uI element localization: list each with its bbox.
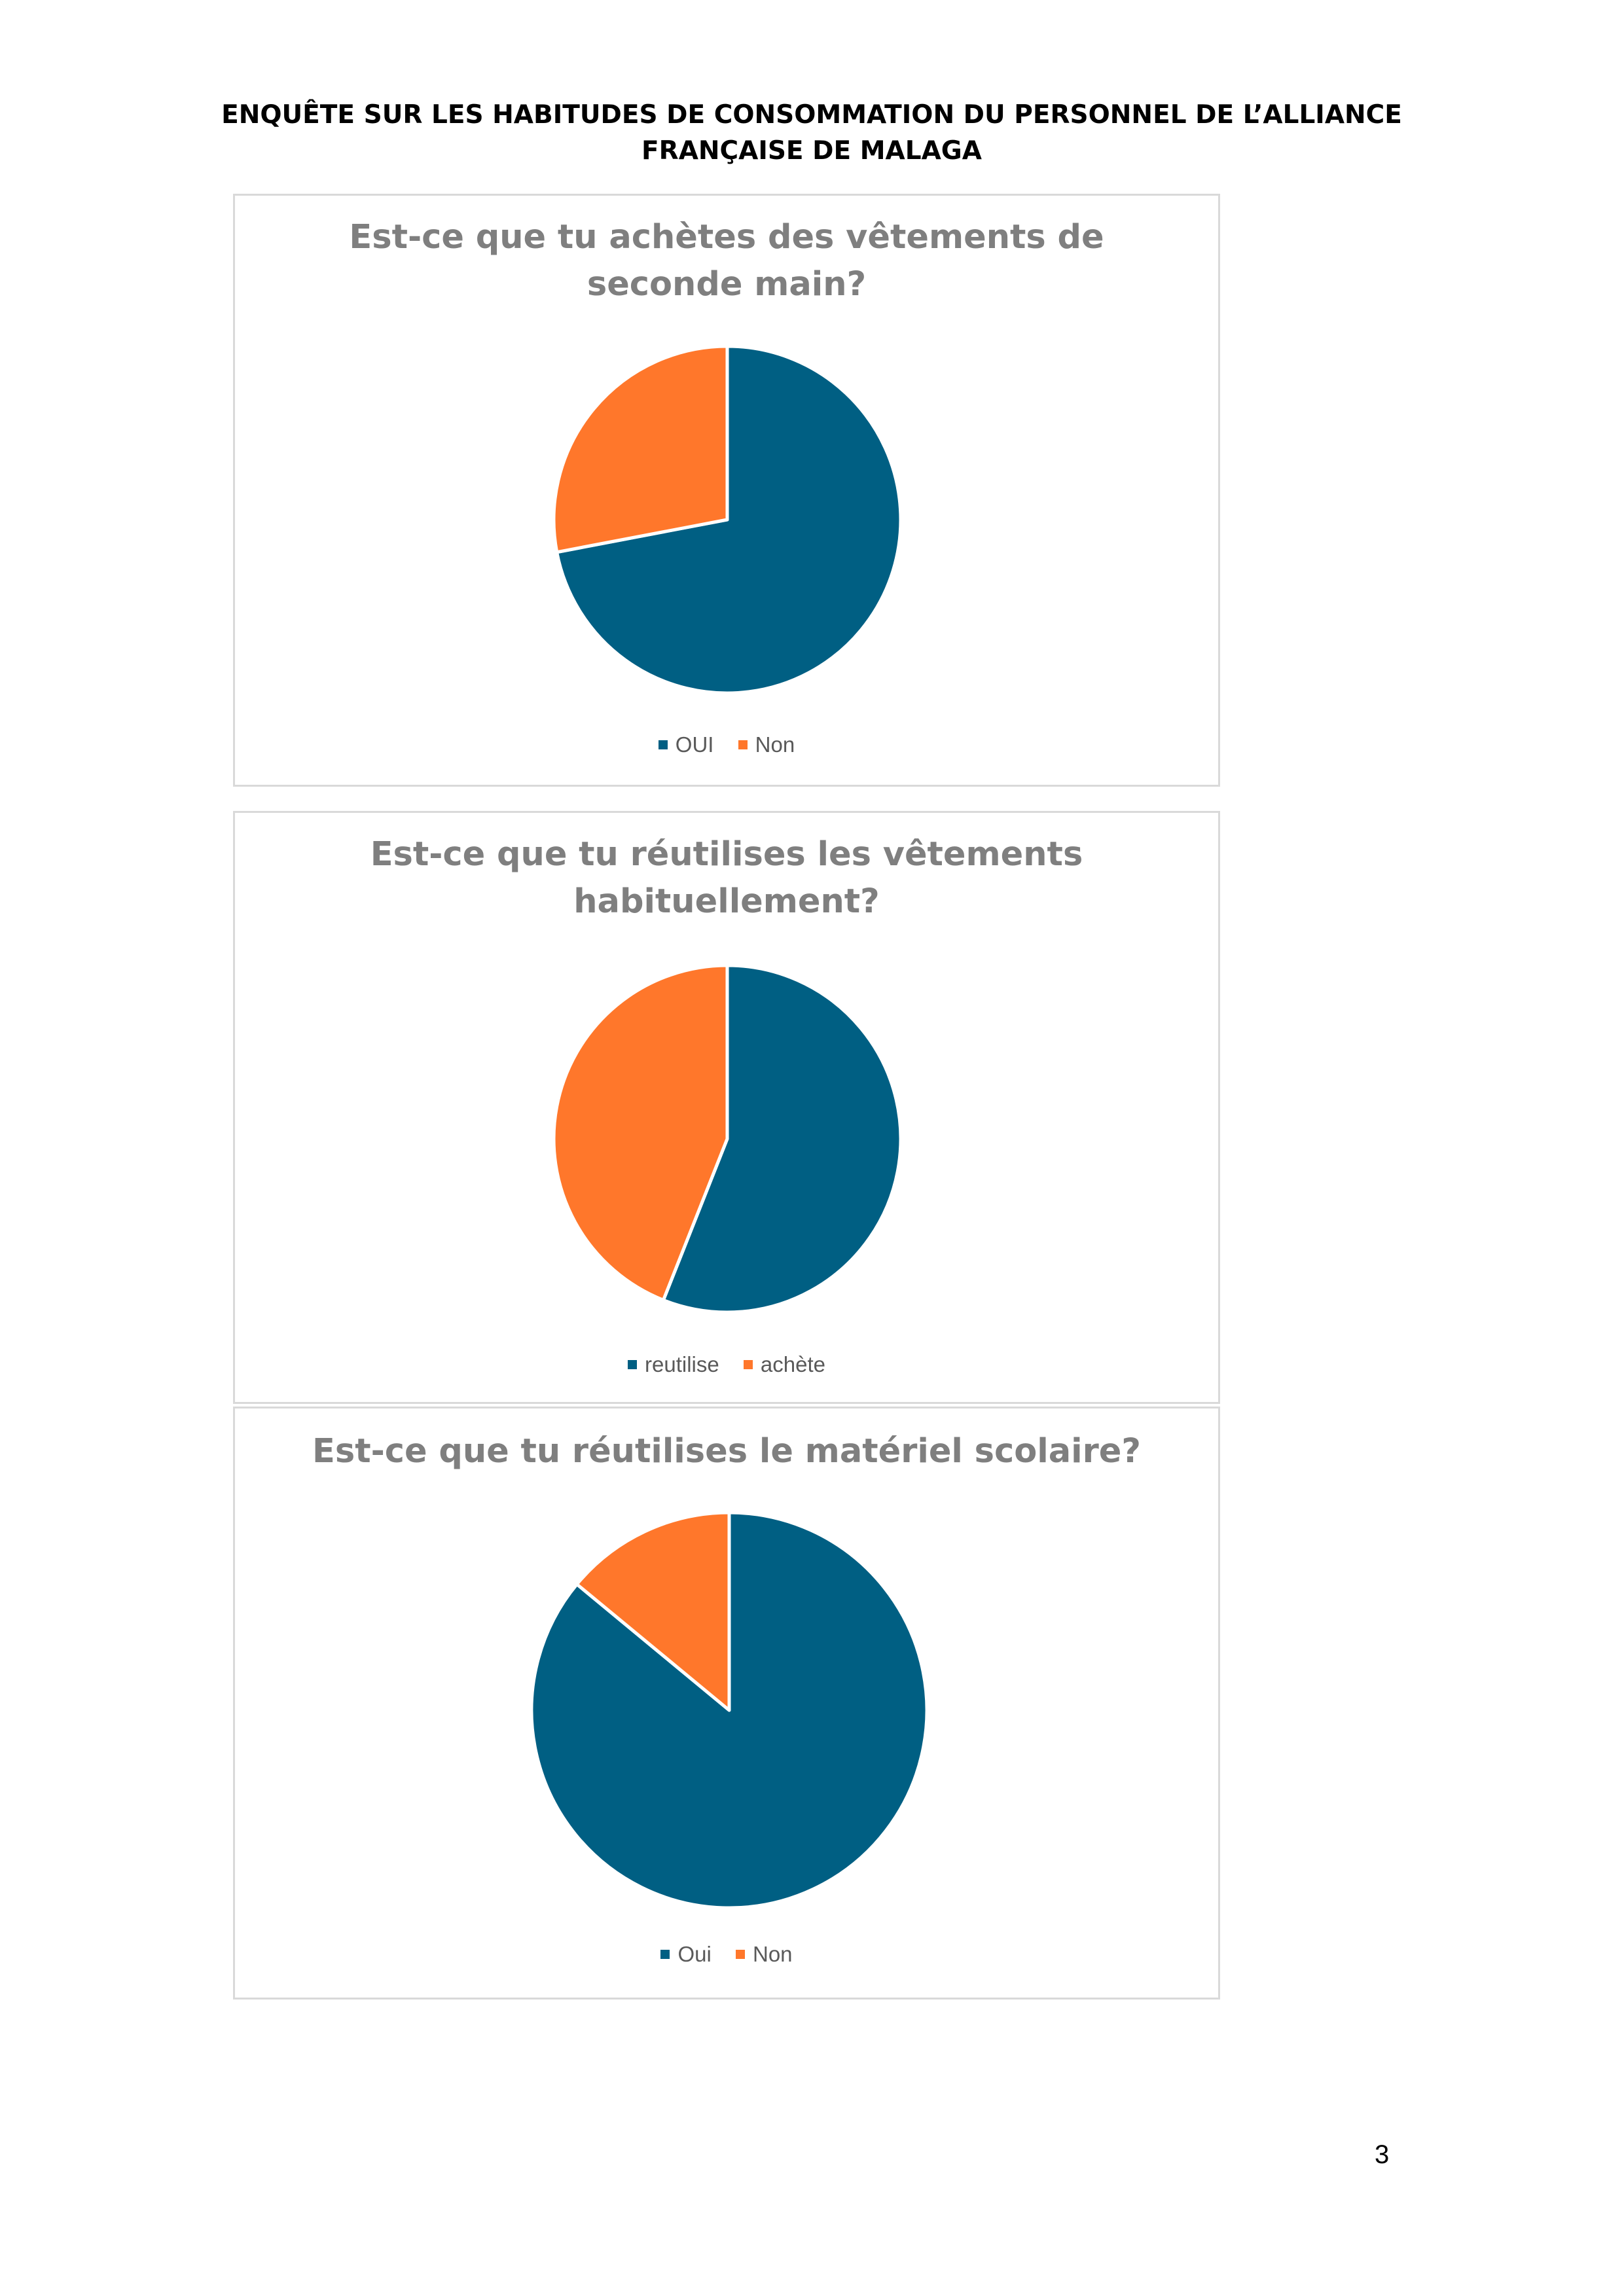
chart-legend: Oui Non	[235, 1941, 1218, 1967]
legend-swatch-blue	[658, 740, 668, 749]
legend-label: reutilise	[645, 1352, 719, 1377]
pie-slice-ach-te	[552, 963, 729, 1302]
document-title-line-1: ENQUÊTE SUR LES HABITUDES DE CONSOMMATIO…	[221, 100, 1402, 130]
chart-title-line-1: Est-ce que tu réutilises le matériel sco…	[312, 1432, 1141, 1471]
legend-swatch-blue	[660, 1949, 670, 1959]
chart-reuse-school-supplies: Est-ce que tu réutilises le matériel sco…	[233, 1407, 1220, 2000]
pie-chart	[552, 963, 903, 1314]
legend-swatch-orange	[743, 1359, 753, 1369]
chart-legend: OUI Non	[235, 731, 1218, 757]
chart-title: Est-ce que tu réutilises les vêtements h…	[235, 831, 1218, 925]
legend-swatch-blue	[628, 1359, 637, 1369]
document-title: ENQUÊTE SUR LES HABITUDES DE CONSOMMATIO…	[157, 97, 1466, 169]
chart-title-line-2: habituellement?	[573, 882, 880, 921]
legend-swatch-orange	[738, 740, 748, 749]
legend-entry: Non	[735, 1942, 793, 1967]
legend-label: OUI	[675, 732, 714, 757]
legend-label: Non	[755, 732, 795, 757]
chart-legend: reutilise achète	[235, 1351, 1218, 1377]
document-title-line-2: FRANÇAISE DE MALAGA	[641, 136, 982, 166]
page-number: 3	[1375, 2140, 1390, 2169]
pie-slice-non	[552, 344, 729, 554]
chart-title-line-1: Est-ce que tu achètes des vêtements de	[349, 218, 1104, 257]
legend-label: achète	[760, 1352, 825, 1377]
pie-chart	[530, 1511, 929, 1910]
chart-title-line-2: seconde main?	[586, 265, 867, 304]
pie-slice-reutilise	[661, 963, 903, 1314]
legend-entry: Oui	[660, 1942, 712, 1967]
pie-slice-non	[575, 1511, 731, 1712]
chart-second-hand-clothes: Est-ce que tu achètes des vêtements de s…	[233, 194, 1220, 787]
legend-label: Non	[752, 1942, 793, 1967]
legend-entry: achète	[743, 1352, 825, 1377]
chart-title: Est-ce que tu réutilises le matériel sco…	[235, 1428, 1218, 1475]
chart-reuse-clothes: Est-ce que tu réutilises les vêtements h…	[233, 811, 1220, 1404]
legend-entry: reutilise	[628, 1352, 719, 1377]
chart-title: Est-ce que tu achètes des vêtements de s…	[235, 214, 1218, 308]
legend-entry: Non	[738, 732, 795, 757]
legend-label: Oui	[677, 1942, 712, 1967]
legend-entry: OUI	[658, 732, 714, 757]
legend-swatch-orange	[735, 1949, 745, 1959]
pie-chart	[552, 344, 903, 695]
chart-title-line-1: Est-ce que tu réutilises les vêtements	[370, 835, 1083, 874]
